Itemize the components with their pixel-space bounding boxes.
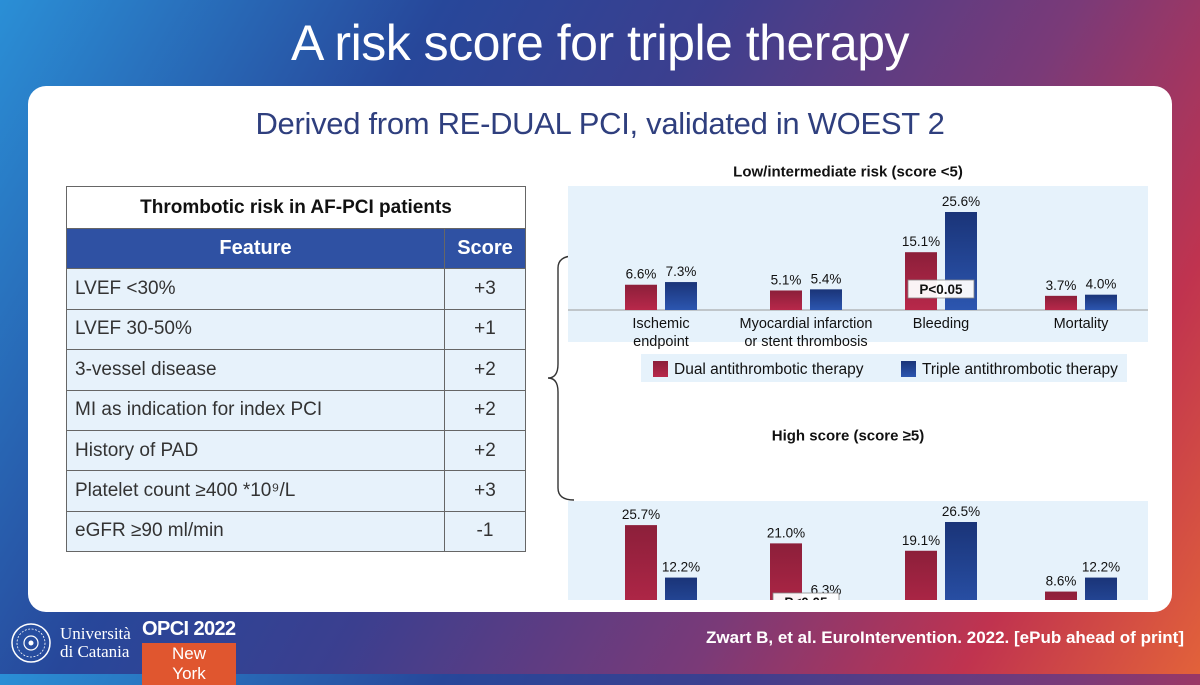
bar-dual xyxy=(770,290,802,310)
feature-cell: MI as indication for index PCI xyxy=(66,389,445,431)
legend-label-dual: Dual antithrombotic therapy xyxy=(674,361,864,378)
data-label: 4.0% xyxy=(1086,277,1117,292)
data-label: 26.5% xyxy=(942,504,980,519)
score-cell: +2 xyxy=(444,389,526,431)
data-label: 5.1% xyxy=(771,272,802,287)
risk-score-table: Thrombotic risk in AF-PCI patients Featu… xyxy=(66,186,526,553)
university-name-line2: di Catania xyxy=(60,642,130,661)
university-seal-icon xyxy=(11,623,51,663)
column-header-feature: Feature xyxy=(66,227,445,270)
bar-dual xyxy=(905,550,937,600)
score-cell: +2 xyxy=(444,349,526,391)
legend-background xyxy=(641,354,1127,382)
category-label: Myocardial infarction xyxy=(740,316,873,332)
bar-dual xyxy=(770,543,802,600)
data-label: 21.0% xyxy=(767,525,805,540)
category-label: or stent thrombosis xyxy=(744,334,867,350)
feature-cell: Platelet count ≥400 *10⁹/L xyxy=(66,470,445,512)
slide-title: A risk score for triple therapy xyxy=(290,15,910,71)
p-value-label: P<0.05 xyxy=(784,595,828,600)
bar-triple xyxy=(945,522,977,600)
category-label: endpoint xyxy=(633,334,689,350)
feature-cell: 3-vessel disease xyxy=(66,349,445,391)
feature-cell: eGFR ≥90 ml/min xyxy=(66,510,445,553)
p-value-box xyxy=(907,279,975,299)
table-caption: Thrombotic risk in AF-PCI patients xyxy=(66,186,526,229)
event-title: OPCI 2022 xyxy=(142,618,236,640)
score-cell: +3 xyxy=(444,268,526,310)
data-label: 12.2% xyxy=(662,560,700,575)
table-row: LVEF <30% +3 xyxy=(66,268,526,310)
table-row: eGFR ≥90 ml/min -1 xyxy=(66,510,526,553)
data-label: 7.3% xyxy=(666,264,697,279)
table-row: LVEF 30-50% +1 xyxy=(66,308,526,351)
event-logo: OPCI 2022 New York xyxy=(142,618,236,685)
category-label: Mortality xyxy=(1054,316,1110,332)
score-cell: +2 xyxy=(444,429,526,472)
data-label: 15.1% xyxy=(902,234,940,249)
chart-title: High score (score ≥5) xyxy=(772,428,924,445)
table-row: Platelet count ≥400 *10⁹/L +3 xyxy=(66,470,526,512)
legend-swatch-triple xyxy=(901,361,916,377)
feature-cell: LVEF 30-50% xyxy=(66,308,445,351)
university-logo: Università di Catania xyxy=(10,622,131,664)
score-cell: +1 xyxy=(444,308,526,351)
data-label: 6.6% xyxy=(626,267,657,282)
feature-cell: LVEF <30% xyxy=(66,268,445,310)
data-label: 12.2% xyxy=(1082,560,1120,575)
score-cell: +3 xyxy=(444,470,526,512)
table-row: MI as indication for index PCI +2 xyxy=(66,389,526,431)
citation: Zwart B, et al. EuroIntervention. 2022. … xyxy=(706,628,1184,647)
column-header-score: Score xyxy=(444,227,526,270)
score-cell: -1 xyxy=(444,510,526,553)
bar-triple xyxy=(1085,294,1117,310)
bar-triple xyxy=(665,577,697,600)
bar-charts: Low/intermediate risk (score <5) 6.6% 7.3%… xyxy=(568,164,1148,600)
chart-plot-background xyxy=(568,501,1148,600)
event-city: New York xyxy=(142,643,236,685)
bar-triple xyxy=(665,282,697,310)
university-name-line1: Università xyxy=(60,624,131,643)
p-value-label: P<0.05 xyxy=(919,282,963,297)
bar-dual xyxy=(625,525,657,600)
content-panel: Derived from RE-DUAL PCI, validated in W… xyxy=(28,86,1172,612)
table-row: 3-vessel disease +2 xyxy=(66,349,526,391)
data-label: 19.1% xyxy=(902,533,940,548)
bar-dual xyxy=(1045,591,1077,600)
category-label: Ischemic xyxy=(632,316,689,332)
table-row: History of PAD +2 xyxy=(66,429,526,472)
slide-subtitle: Derived from RE-DUAL PCI, validated in W… xyxy=(255,106,945,141)
chart-plot-background xyxy=(568,186,1148,342)
chart-title: Low/intermediate risk (score <5) xyxy=(733,164,963,181)
feature-cell: History of PAD xyxy=(66,429,445,472)
bar-triple xyxy=(1085,577,1117,600)
legend-swatch-dual xyxy=(653,361,668,377)
data-label: 8.6% xyxy=(1046,574,1077,589)
data-label: 25.7% xyxy=(622,507,660,522)
bar-triple xyxy=(810,289,842,310)
data-label: 5.4% xyxy=(811,271,842,286)
bar-dual xyxy=(1045,295,1077,310)
bar-dual xyxy=(625,284,657,310)
data-label: 3.7% xyxy=(1046,278,1077,293)
p-value-box xyxy=(772,592,840,600)
curly-brace-icon xyxy=(547,255,575,501)
legend-label-triple: Triple antithrombotic therapy xyxy=(922,361,1118,378)
data-label: 25.6% xyxy=(942,194,980,209)
category-label: Bleeding xyxy=(913,316,969,332)
